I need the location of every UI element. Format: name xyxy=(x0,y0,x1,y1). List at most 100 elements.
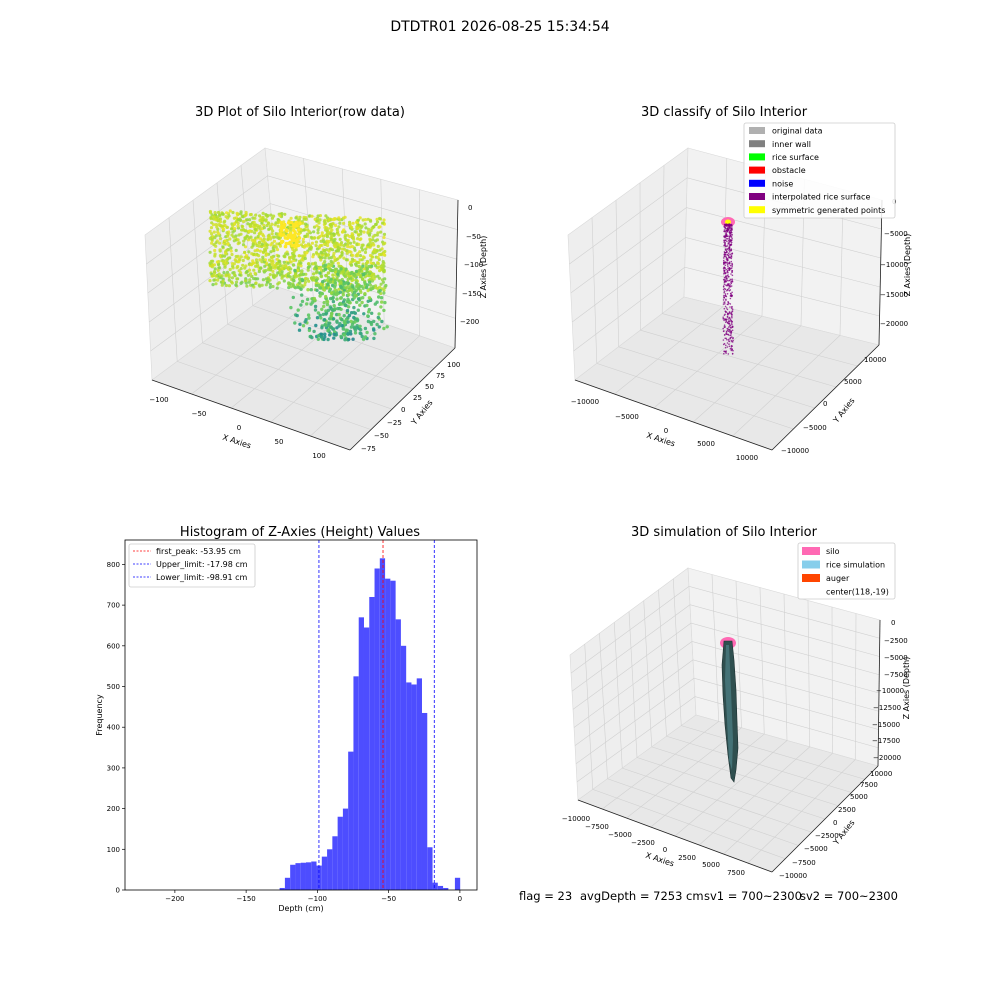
raw-data-point xyxy=(324,323,328,328)
raw-data-point xyxy=(210,232,214,236)
classify-point xyxy=(730,281,732,284)
raw-data-point xyxy=(336,249,340,253)
raw-scatter-y-ticks: −75 −50 −25 0 25 50 75 100 xyxy=(361,361,460,453)
raw-data-point xyxy=(375,322,379,327)
raw-data-point xyxy=(225,231,229,235)
classify-point xyxy=(723,319,725,322)
raw-data-point xyxy=(330,291,334,295)
raw-data-point xyxy=(217,232,221,236)
raw-data-point xyxy=(262,226,266,230)
raw-data-point xyxy=(373,332,377,336)
simulation-panel: 3D simulation of Silo Interior −10000 −7… xyxy=(562,525,911,880)
raw-data-point xyxy=(332,251,336,255)
histogram-x-tick: −50 xyxy=(381,895,396,903)
classify-point xyxy=(731,224,733,227)
raw-data-point xyxy=(208,250,212,254)
raw-data-point xyxy=(378,225,382,229)
classify-legend-swatch xyxy=(749,127,765,134)
classify-point xyxy=(726,238,729,240)
raw-data-point xyxy=(221,212,225,216)
simulation-y-tick: −5000 xyxy=(804,845,828,853)
classify-point xyxy=(723,263,725,265)
raw-data-point xyxy=(346,320,350,324)
raw-data-point xyxy=(261,211,265,215)
classify-point xyxy=(727,322,729,324)
raw-data-point xyxy=(323,332,327,336)
raw-data-point xyxy=(326,328,331,332)
classify-panel: 3D classify of Silo Interior −10000 −500… xyxy=(567,105,912,462)
classify-point xyxy=(731,321,733,323)
raw-data-point xyxy=(306,288,310,292)
classify-point xyxy=(726,245,729,247)
raw-data-point xyxy=(298,221,302,226)
raw-data-point xyxy=(319,274,324,279)
classify-point xyxy=(726,293,729,295)
raw-data-point xyxy=(371,238,375,242)
histogram-y-tick: 200 xyxy=(107,805,120,813)
raw-data-point xyxy=(278,268,282,272)
simulation-legend-swatch xyxy=(802,547,820,555)
raw-data-point xyxy=(275,248,280,252)
simulation-z-tick: −5000 xyxy=(884,654,908,662)
raw-data-point xyxy=(236,238,240,242)
raw-data-point xyxy=(234,220,238,224)
raw-data-point xyxy=(375,300,379,304)
classify-point xyxy=(727,338,730,341)
status-sv2: sv2 = 700~2300 xyxy=(800,889,898,903)
raw-data-point xyxy=(299,261,303,265)
raw-data-point xyxy=(322,318,327,322)
raw-data-point xyxy=(355,318,360,322)
raw-data-point xyxy=(352,305,356,310)
raw-data-point xyxy=(294,240,299,244)
classify-point xyxy=(729,235,731,237)
raw-scatter-points xyxy=(208,209,389,342)
classify-point xyxy=(725,258,728,261)
raw-data-point xyxy=(322,337,326,342)
raw-data-point xyxy=(365,303,369,308)
histogram-bar xyxy=(385,578,391,890)
raw-data-point xyxy=(340,251,344,255)
raw-data-point xyxy=(292,233,296,238)
classify-point xyxy=(731,271,733,273)
simulation-z-tick: −20000 xyxy=(873,754,901,762)
raw-data-point xyxy=(271,229,275,233)
raw-data-point xyxy=(301,258,305,262)
classify-point xyxy=(726,260,729,262)
classify-point xyxy=(731,239,733,241)
raw-data-point xyxy=(291,238,295,243)
raw-data-point xyxy=(316,337,320,341)
classify-point xyxy=(731,267,733,269)
raw-data-point xyxy=(382,232,387,236)
classify-point xyxy=(731,329,734,332)
raw-data-point xyxy=(350,257,354,261)
raw-data-point xyxy=(238,258,242,262)
classify-point xyxy=(725,307,728,309)
classify-point xyxy=(723,239,725,242)
raw-data-point xyxy=(361,255,365,259)
raw-data-point xyxy=(231,224,235,228)
raw-data-point xyxy=(346,239,350,243)
raw-data-point xyxy=(366,217,370,221)
classify-legend-swatch xyxy=(749,140,765,148)
status-avgdepth: avgDepth = 7253 cm xyxy=(580,889,704,903)
raw-data-point xyxy=(328,223,332,227)
raw-data-point xyxy=(274,264,278,269)
raw-data-point xyxy=(232,216,236,220)
raw-data-point xyxy=(286,252,290,256)
histogram-frame xyxy=(124,539,478,891)
classify-point xyxy=(730,349,733,352)
raw-data-point xyxy=(214,223,218,227)
raw-data-point xyxy=(320,325,324,330)
raw-data-point xyxy=(340,323,344,328)
raw-data-point xyxy=(246,273,250,277)
raw-data-point xyxy=(256,225,261,229)
classify-point xyxy=(730,332,732,335)
raw-data-point xyxy=(290,255,294,259)
raw-data-point xyxy=(279,227,284,231)
raw-data-point xyxy=(361,248,365,252)
raw-data-point xyxy=(287,282,291,286)
classify-point xyxy=(724,279,727,282)
classify-point xyxy=(726,329,729,332)
classify-point xyxy=(724,251,727,254)
raw-data-point xyxy=(348,250,352,254)
